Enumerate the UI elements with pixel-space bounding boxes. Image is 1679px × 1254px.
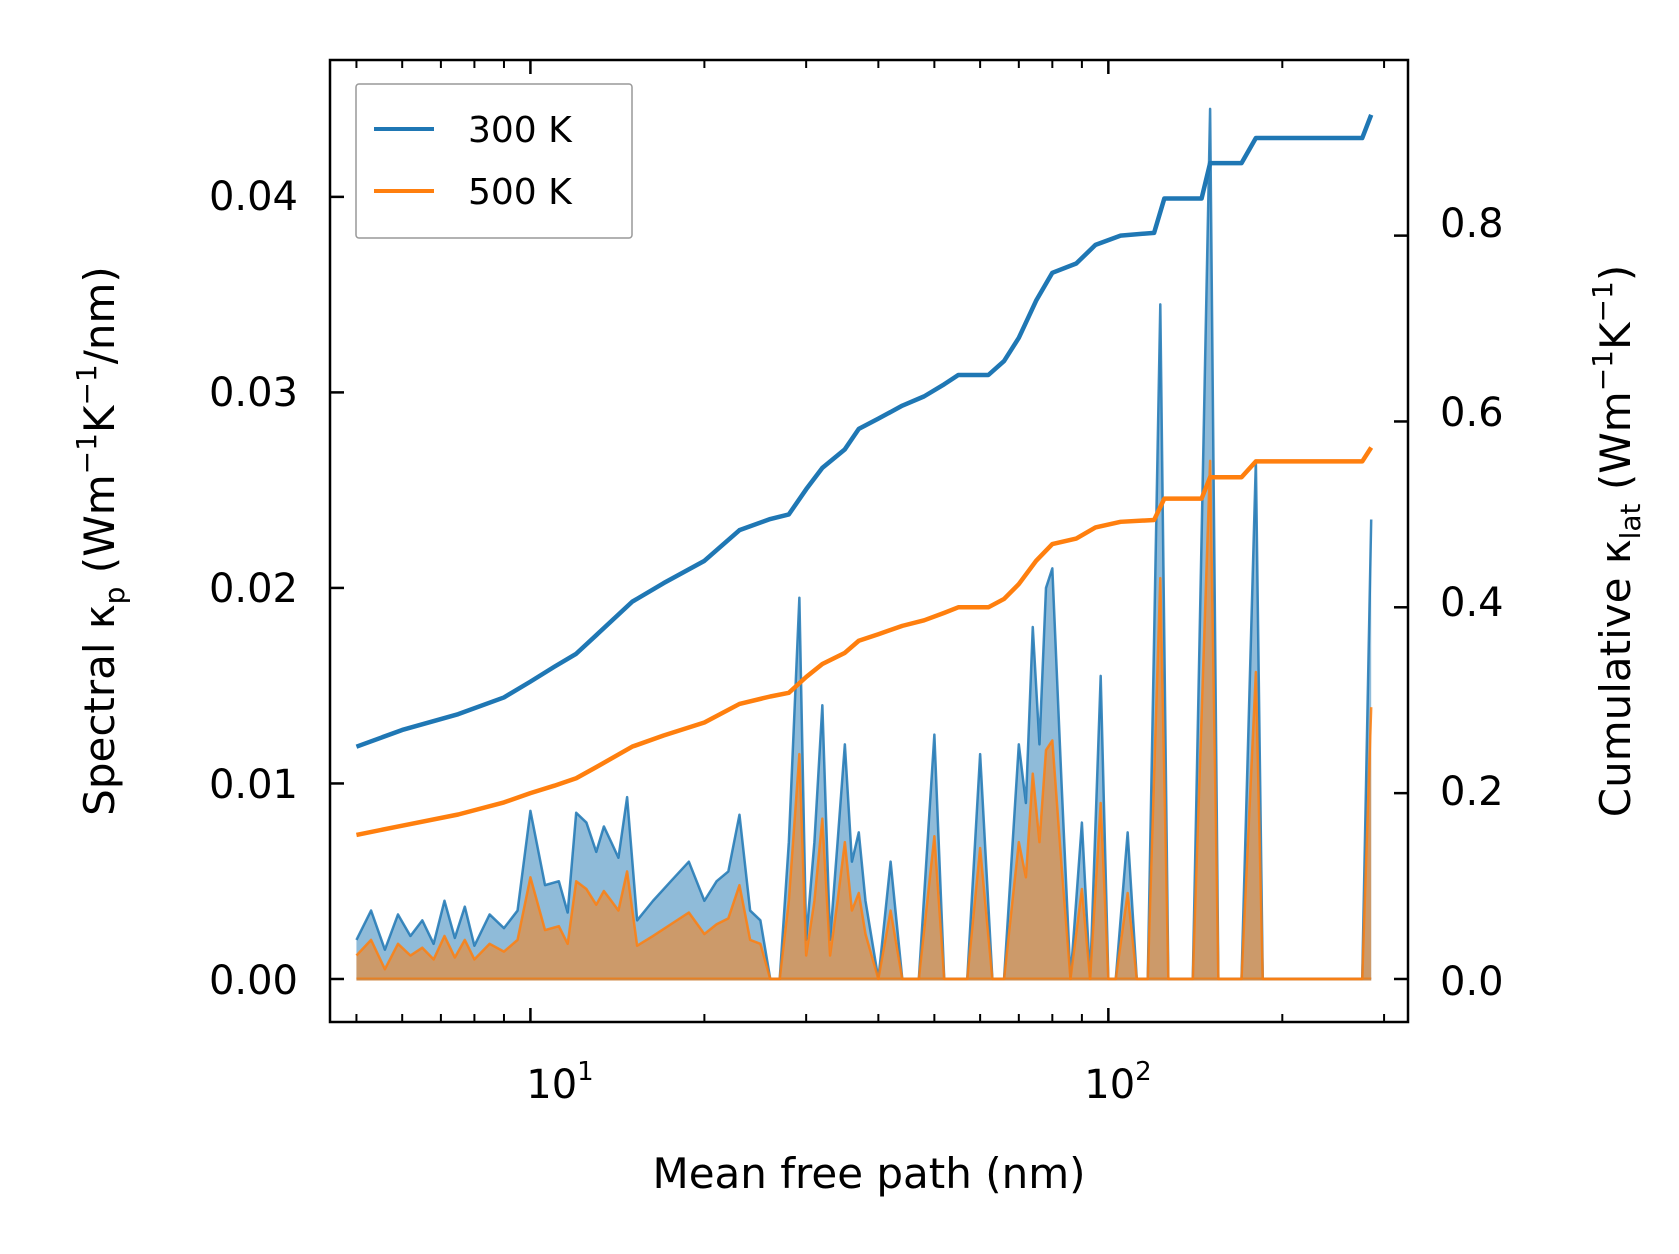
x-tick-label-1: 101 [526,1057,593,1108]
y-right-axis-title: Cumulative κlat (Wm−1K−1) [1586,265,1647,817]
y-left-tick-label-4: 0.04 [209,174,298,220]
y-right-tick-label-0: 0.0 [1440,959,1504,1005]
legend-label-300k: 300 K [468,110,573,151]
y-right-tick-label-2: 0.4 [1440,580,1504,626]
x-tick-label-2: 102 [1084,1057,1151,1108]
y-right-tick-label-1: 0.2 [1440,769,1504,815]
y-left-tick-label-1: 0.01 [209,762,298,808]
cumulative-line-300k [355,114,1374,749]
y-left-tick-label-0: 0.00 [209,958,298,1004]
legend-label-500k: 500 K [468,172,573,213]
y-right-tick-label-3: 0.6 [1440,390,1504,436]
legend-box [355,83,633,239]
y-left-tick-label-3: 0.03 [209,370,298,416]
y-left-axis-title: Spectral κp (Wm−1K−1/nm) [70,266,131,816]
plot-frame [328,58,1410,1024]
y-right-tick-label-4: 0.8 [1440,201,1504,247]
legend: 300 K 500 K [355,83,633,239]
ticks-layer [330,60,1408,1022]
spectral-layer [355,107,1373,981]
x-axis-title: Mean free path (nm) [652,1149,1085,1198]
cumulative-layer [355,114,1374,838]
y-left-tick-label-2: 0.02 [209,566,298,612]
cumulative-line-500k [355,446,1374,838]
